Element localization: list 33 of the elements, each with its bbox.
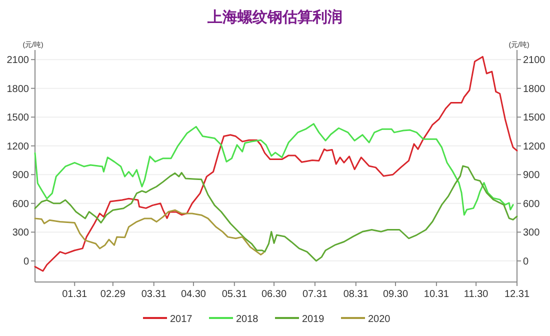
y-tick-label: 600 bbox=[12, 198, 30, 210]
x-tick-label: 09.30 bbox=[382, 289, 408, 300]
legend-label: 2019 bbox=[302, 314, 325, 325]
x-tick-label: 04.30 bbox=[180, 289, 206, 300]
x-tick-label: 01.31 bbox=[62, 289, 88, 300]
legend-label: 2017 bbox=[170, 314, 193, 325]
x-tick-label: 07.31 bbox=[302, 289, 328, 300]
legend-label: 2018 bbox=[236, 314, 259, 325]
y-tick-label: 300 bbox=[12, 228, 30, 239]
y-tick-label: 1500 bbox=[6, 112, 30, 124]
y2-tick-label: 600 bbox=[523, 198, 540, 210]
y2-tick-label: 1200 bbox=[523, 141, 546, 152]
y2-tick-label: 300 bbox=[523, 228, 540, 239]
x-tick-label: 02.29 bbox=[100, 289, 126, 300]
y-tick-label: 0 bbox=[23, 256, 30, 268]
x-tick-label: 05.31 bbox=[222, 289, 248, 300]
legend-label: 2020 bbox=[368, 314, 391, 325]
y2-tick-label: 0 bbox=[523, 256, 529, 268]
x-tick-label: 11.30 bbox=[464, 289, 489, 300]
y-tick-label: 1200 bbox=[6, 141, 30, 152]
x-tick-label: 10.31 bbox=[424, 289, 450, 300]
y-tick-label: 1800 bbox=[6, 84, 30, 95]
y2-tick-label: 1800 bbox=[523, 84, 546, 95]
y2-tick-label: 900 bbox=[523, 170, 540, 182]
x-tick-label: 06.30 bbox=[262, 289, 287, 300]
x-tick-label: 03.31 bbox=[141, 289, 167, 300]
y2-tick-label: 1500 bbox=[523, 112, 546, 124]
chart-title: 上海螺纹钢估算利润 bbox=[206, 8, 342, 26]
y-tick-label: 2100 bbox=[6, 55, 30, 66]
y2-tick-label: 2100 bbox=[523, 55, 546, 66]
x-tick-label: 08.31 bbox=[343, 289, 369, 300]
x-tick-label: 12.31 bbox=[504, 289, 530, 300]
y-tick-label: 900 bbox=[12, 170, 30, 182]
